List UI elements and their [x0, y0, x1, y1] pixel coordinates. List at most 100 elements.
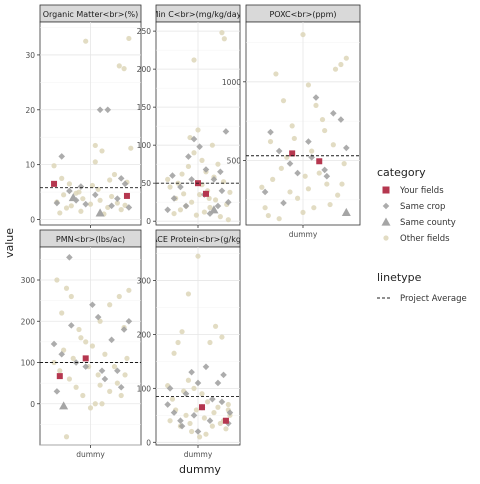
point-other-fields [51, 163, 57, 169]
point-other-fields [167, 418, 173, 424]
facet-panel: POXC<br>(ppm) 500 1000 dummy [222, 4, 361, 239]
point-same-crop [121, 180, 129, 188]
x-tick-label: dummy [184, 450, 213, 459]
point-other-fields [327, 201, 333, 208]
point-other-fields [78, 208, 84, 214]
point-other-fields [219, 334, 225, 340]
point-same-crop [182, 202, 190, 210]
point-other-fields [167, 184, 173, 190]
point-same-crop [286, 160, 294, 167]
point-same-crop [108, 336, 115, 344]
point-other-fields [211, 410, 217, 416]
point-other-fields [207, 204, 213, 211]
point-same-crop [114, 195, 121, 202]
point-same-crop [323, 172, 331, 180]
point-other-fields [273, 71, 279, 77]
point-other-fields [92, 142, 98, 149]
point-same-crop [343, 144, 350, 152]
point-other-fields [118, 207, 124, 213]
legend-project-average-label: Project Average [400, 294, 467, 304]
data-points [51, 35, 134, 217]
point-same-crop [225, 198, 232, 206]
point-your-fields [51, 180, 58, 187]
legend: category Your fields Same crop Same county… [377, 166, 467, 304]
point-same-crop [58, 350, 66, 358]
point-other-fields [83, 339, 89, 345]
point-other-fields [291, 135, 297, 142]
point-other-fields [76, 189, 82, 195]
point-other-fields [99, 401, 105, 407]
y-tick-label: 100 [137, 141, 152, 150]
x-axis-title: dummy [179, 463, 221, 476]
point-other-fields [126, 35, 132, 42]
point-same-crop [82, 200, 90, 208]
point-same-crop [194, 428, 202, 435]
point-same-crop [194, 379, 202, 387]
point-other-fields [278, 165, 284, 171]
y-tick-label: 300 [21, 276, 36, 285]
facet-panel: ACE Protein<br>(g/kg) 0 100 200 300 dummy [137, 229, 241, 459]
point-same-crop [170, 195, 178, 202]
point-other-fields [116, 63, 122, 69]
point-same-crop [330, 109, 337, 117]
facet-title: PMN<br>(lbs/ac) [56, 235, 125, 244]
point-other-fields [63, 285, 70, 291]
point-other-fields [217, 214, 223, 220]
point-same-crop [280, 199, 287, 207]
y-tick-label: 150 [137, 103, 152, 112]
point-same-crop [98, 367, 106, 375]
point-other-fields [102, 351, 108, 357]
data-points [164, 30, 233, 223]
point-other-fields [319, 116, 326, 123]
point-other-fields [223, 426, 229, 432]
point-same-crop [50, 340, 58, 348]
point-same-crop [209, 395, 216, 403]
point-other-fields [171, 350, 177, 356]
point-other-fields [89, 182, 96, 189]
point-other-fields [78, 335, 84, 341]
point-other-fields [185, 377, 192, 383]
point-other-fields [209, 423, 215, 429]
point-same-crop [196, 143, 203, 150]
point-other-fields [209, 142, 215, 148]
legend-swatch-same-county [381, 217, 391, 226]
point-same-crop [91, 191, 99, 199]
point-same-crop [305, 138, 312, 145]
point-other-fields [259, 184, 265, 190]
point-same-crop [96, 106, 104, 114]
legend-swatch-same-crop [382, 202, 390, 210]
point-same-crop [214, 379, 222, 387]
data-points [259, 31, 351, 222]
point-other-fields [185, 163, 192, 170]
point-same-crop [169, 172, 176, 179]
point-other-fields [203, 431, 209, 437]
point-other-fields [212, 197, 219, 203]
point-other-fields [97, 197, 103, 203]
point-other-fields [225, 217, 231, 223]
y-tick-label: 200 [137, 65, 152, 74]
point-other-fields [76, 326, 82, 333]
point-other-fields [171, 210, 177, 217]
point-other-fields [215, 161, 221, 167]
point-other-fields [179, 171, 185, 177]
point-other-fields [219, 30, 225, 36]
point-other-fields [118, 392, 124, 399]
point-other-fields [97, 382, 103, 388]
y-tick-label: 100 [21, 359, 36, 368]
point-same-crop [202, 363, 210, 371]
point-other-fields [177, 207, 184, 213]
point-same-crop [185, 153, 192, 160]
point-other-fields [80, 196, 86, 202]
y-tick-label: 20 [25, 106, 35, 115]
legend-swatch-your-fields [382, 186, 390, 194]
point-same-county [341, 207, 351, 217]
point-other-fields [109, 193, 115, 200]
point-other-fields [83, 38, 89, 44]
point-other-fields [114, 200, 120, 206]
legend-swatch-other-fields [383, 235, 389, 241]
point-other-fields [175, 339, 181, 346]
point-same-crop [190, 412, 198, 419]
point-your-fields [198, 404, 205, 411]
point-other-fields [92, 401, 98, 407]
point-other-fields [63, 434, 70, 440]
